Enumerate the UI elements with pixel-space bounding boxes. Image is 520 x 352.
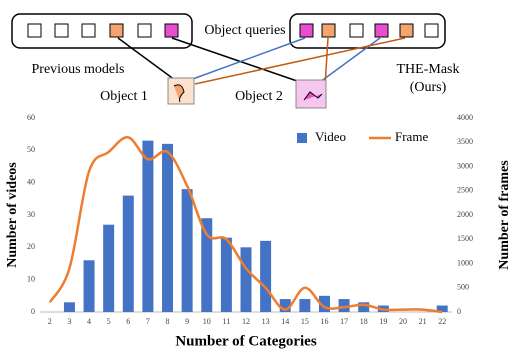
y2-tick-label: 500 <box>457 283 469 292</box>
y2-axis-title: Number of frames <box>497 160 512 270</box>
y-tick-label: 20 <box>27 242 35 251</box>
x-tick-label: 13 <box>262 317 270 326</box>
x-tick-label: 7 <box>146 317 150 326</box>
bar <box>162 143 174 312</box>
y2-tick-label: 3500 <box>457 137 473 146</box>
x-tick-label: 11 <box>223 317 231 326</box>
query-box <box>11 13 193 49</box>
the-mask: THE-Mask <box>397 62 460 77</box>
bar <box>122 195 134 312</box>
bar <box>338 299 350 312</box>
object-cube <box>167 77 327 109</box>
previous-models: Previous models <box>32 62 125 77</box>
object-label: Object 2 <box>235 89 283 104</box>
y2-tick-label: 1500 <box>457 234 473 243</box>
legend-label: Frame <box>395 129 428 144</box>
y-tick-label: 60 <box>27 113 35 122</box>
query-squares <box>27 23 439 38</box>
x-axis-title: Number of Categories <box>175 333 317 349</box>
x-tick-label: 19 <box>379 317 387 326</box>
x-tick-label: 3 <box>67 317 71 326</box>
x-tick-label: 8 <box>166 317 170 326</box>
bar <box>318 295 330 312</box>
bar <box>181 189 193 312</box>
bar <box>201 218 213 312</box>
x-tick-label: 6 <box>126 317 130 326</box>
y-tick-label: 50 <box>27 145 35 154</box>
bar <box>103 224 115 312</box>
y-tick-label: 10 <box>27 274 35 283</box>
x-tick-label: 18 <box>360 317 368 326</box>
y2-tick-label: 1000 <box>457 258 473 267</box>
x-tick-label: 20 <box>399 317 407 326</box>
bar <box>63 302 75 312</box>
x-tick-label: 9 <box>185 317 189 326</box>
bar <box>220 237 232 312</box>
arrows <box>117 37 406 87</box>
object-label: Object 1 <box>100 89 148 104</box>
y-axis-title: Number of videos <box>5 162 20 268</box>
y2-tick-label: 2500 <box>457 186 473 195</box>
y2-tick-label: 4000 <box>457 113 473 122</box>
x-tick-label: 21 <box>419 317 427 326</box>
x-tick-label: 2 <box>48 317 52 326</box>
the-mask: (Ours) <box>410 80 447 95</box>
x-tick-label: 22 <box>438 317 446 326</box>
x-tick-label: 14 <box>281 317 289 326</box>
bar <box>240 247 252 312</box>
x-tick-label: 17 <box>340 317 348 326</box>
queries-label: Object queries <box>204 23 285 38</box>
bar <box>299 299 311 312</box>
y2-tick-label: 3000 <box>457 161 473 170</box>
y-tick-label: 30 <box>27 210 35 219</box>
bar <box>83 260 95 312</box>
y2-tick-label: 2000 <box>457 210 473 219</box>
y2-tick-label: 0 <box>457 307 461 316</box>
x-tick-label: 12 <box>242 317 250 326</box>
bar <box>142 140 154 312</box>
legend-swatch <box>297 133 307 143</box>
x-tick-label: 10 <box>203 317 211 326</box>
line <box>48 136 443 314</box>
y-tick-label: 40 <box>27 177 35 186</box>
bar <box>436 305 448 312</box>
bar <box>358 302 370 312</box>
y-tick-label: 0 <box>31 307 35 316</box>
bar <box>260 240 272 312</box>
x-tick-label: 15 <box>301 317 309 326</box>
bar <box>279 299 291 312</box>
x-tick-label: 4 <box>87 317 91 326</box>
legend-label: Video <box>315 129 346 144</box>
x-tick-label: 5 <box>107 317 111 326</box>
x-tick-label: 16 <box>320 317 328 326</box>
